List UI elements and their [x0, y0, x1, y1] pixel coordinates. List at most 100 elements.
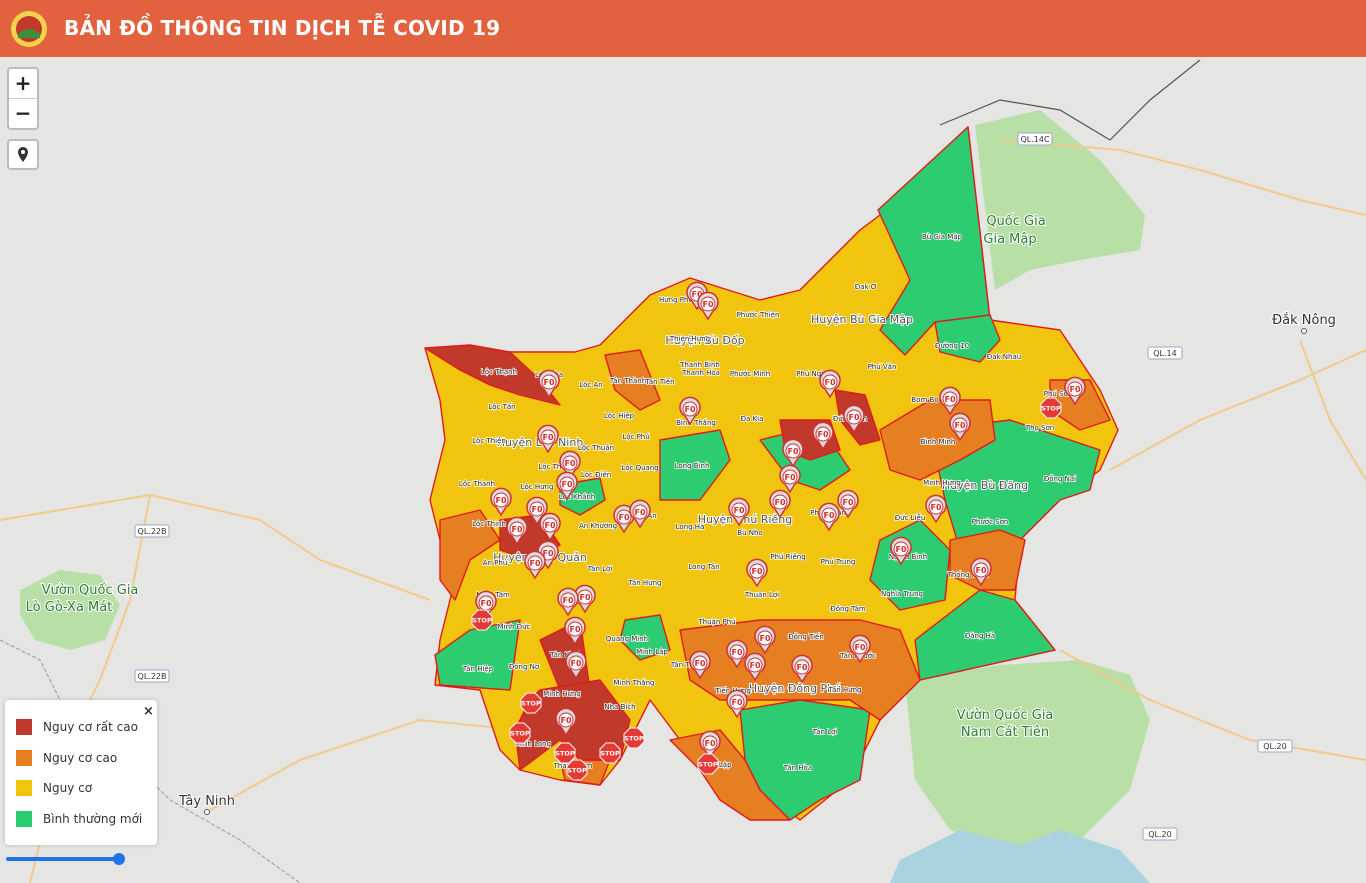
- f0-label: F0: [774, 498, 785, 507]
- region[interactable]: [877, 126, 991, 356]
- f0-marker[interactable]: F0: [939, 386, 961, 416]
- locate-button[interactable]: [7, 139, 39, 170]
- f0-marker[interactable]: F0: [779, 464, 801, 494]
- f0-marker[interactable]: F0: [890, 536, 912, 566]
- f0-marker[interactable]: F0: [538, 369, 560, 399]
- f0-pin-core: [815, 426, 831, 442]
- f0-marker[interactable]: F0: [689, 650, 711, 680]
- f0-marker[interactable]: F0: [556, 471, 578, 501]
- road: [999, 139, 1366, 216]
- road: [1299, 339, 1366, 481]
- f0-marker[interactable]: F0: [539, 512, 561, 542]
- region[interactable]: [434, 619, 521, 691]
- f0-pin-core: [749, 563, 765, 579]
- f0-marker[interactable]: F0: [506, 516, 528, 546]
- f0-marker[interactable]: F0: [769, 489, 791, 519]
- commune-label: Lộc Thạnh: [481, 368, 517, 376]
- stop-label: STOP: [472, 617, 492, 625]
- map[interactable]: Quốc Gia Gia Mập Vườn Quốc Gia Lò Gò-Xa Mát…: [0, 57, 1366, 883]
- region[interactable]: [869, 519, 951, 611]
- region[interactable]: [619, 614, 671, 661]
- stop-marker[interactable]: STOP: [623, 727, 645, 749]
- f0-marker[interactable]: F0: [524, 550, 546, 580]
- f0-marker[interactable]: F0: [613, 504, 635, 534]
- f0-pin-core: [493, 492, 509, 508]
- f0-marker[interactable]: F0: [744, 652, 766, 682]
- f0-marker[interactable]: F0: [970, 557, 992, 587]
- region[interactable]: [934, 314, 1001, 363]
- stop-marker[interactable]: STOP: [566, 759, 588, 781]
- f0-marker[interactable]: F0: [726, 639, 748, 669]
- water: [890, 830, 1150, 883]
- stop-marker[interactable]: STOP: [1040, 397, 1062, 419]
- commune-label: Phú Văn: [868, 363, 897, 371]
- slider-handle[interactable]: [113, 853, 125, 865]
- f0-marker[interactable]: F0: [526, 496, 548, 526]
- f0-pin-core: [785, 443, 801, 459]
- f0-label: F0: [704, 739, 715, 748]
- f0-pin-core: [559, 476, 575, 492]
- f0-pin-core: [747, 657, 763, 673]
- f0-marker[interactable]: F0: [728, 497, 750, 527]
- f0-marker[interactable]: F0: [537, 424, 559, 454]
- f0-marker[interactable]: F0: [564, 616, 586, 646]
- zoom-out-button[interactable]: −: [14, 101, 32, 125]
- region[interactable]: [659, 429, 731, 501]
- region[interactable]: [604, 349, 661, 411]
- f0-marker[interactable]: F0: [754, 625, 776, 655]
- f0-label: F0: [529, 559, 540, 568]
- stop-marker[interactable]: STOP: [554, 742, 576, 764]
- f0-marker[interactable]: F0: [812, 421, 834, 451]
- f0-marker[interactable]: F0: [849, 634, 871, 664]
- region[interactable]: [424, 344, 561, 406]
- f0-pin-core: [794, 659, 810, 675]
- f0-marker[interactable]: F0: [1064, 376, 1086, 406]
- f0-marker[interactable]: F0: [557, 587, 579, 617]
- f0-marker[interactable]: F0: [629, 499, 651, 529]
- f0-marker[interactable]: F0: [475, 590, 497, 620]
- district-label: Huyện Bù Đăng: [942, 479, 1028, 492]
- region[interactable]: [669, 729, 791, 821]
- commune-label: Bù Gia Mập: [922, 233, 963, 241]
- stop-marker[interactable]: STOP: [697, 753, 719, 775]
- stop-marker[interactable]: STOP: [509, 722, 531, 744]
- zoom-in-button[interactable]: +: [9, 69, 37, 99]
- f0-marker[interactable]: F0: [818, 502, 840, 532]
- f0-marker[interactable]: F0: [559, 450, 581, 480]
- stop-marker[interactable]: STOP: [471, 609, 493, 631]
- f0-marker[interactable]: F0: [746, 558, 768, 588]
- f0-marker[interactable]: F0: [555, 707, 577, 737]
- f0-marker[interactable]: F0: [699, 730, 721, 760]
- park-label: Nam Cát Tiên: [961, 725, 1049, 740]
- f0-pin-core: [852, 639, 868, 655]
- region[interactable]: [914, 589, 1056, 681]
- f0-marker[interactable]: F0: [782, 438, 804, 468]
- f0-pin-core: [682, 401, 698, 417]
- f0-marker[interactable]: F0: [819, 369, 841, 399]
- f0-marker[interactable]: F0: [843, 404, 865, 434]
- stop-sign: [566, 759, 588, 781]
- f0-marker[interactable]: F0: [697, 291, 719, 321]
- f0-marker[interactable]: F0: [925, 494, 947, 524]
- commune-label: Tân Hòa: [783, 764, 812, 772]
- f0-marker[interactable]: F0: [490, 487, 512, 517]
- stop-marker[interactable]: STOP: [520, 692, 542, 714]
- f0-marker[interactable]: F0: [565, 650, 587, 680]
- f0-marker[interactable]: F0: [949, 412, 971, 442]
- f0-pin-core: [731, 502, 747, 518]
- opacity-slider[interactable]: [6, 852, 126, 866]
- f0-pin-core: [821, 507, 837, 523]
- region[interactable]: [439, 509, 501, 601]
- f0-marker[interactable]: F0: [679, 396, 701, 426]
- f0-pin-core: [822, 374, 838, 390]
- stop-marker[interactable]: STOP: [599, 742, 621, 764]
- f0-marker[interactable]: F0: [726, 689, 748, 719]
- f0-marker[interactable]: F0: [837, 489, 859, 519]
- commune-label: Lộc Tấn: [488, 403, 515, 411]
- legend-close-button[interactable]: ×: [143, 704, 154, 719]
- commune-label: Phú Trung: [821, 558, 856, 566]
- f0-marker[interactable]: F0: [791, 654, 813, 684]
- road-label: QL.22B: [138, 672, 167, 681]
- commune-label: Lộc Thịnh: [472, 520, 506, 528]
